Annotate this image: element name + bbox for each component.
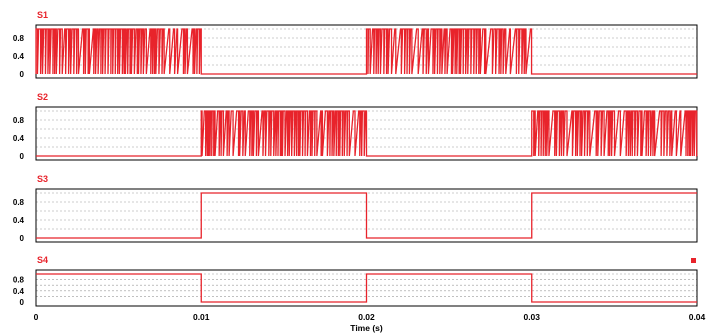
y-tick-label: 0.4	[13, 134, 25, 143]
panel-title: S4	[37, 255, 48, 265]
panel-s2: S2 0.8 0.4 0	[13, 92, 698, 161]
x-tick-label: 0.01	[193, 312, 210, 322]
x-tick-label: 0.03	[523, 312, 540, 322]
panel-title: S1	[37, 10, 48, 20]
y-tick-label: 0	[20, 70, 25, 79]
signal-s2-line	[36, 110, 698, 157]
panel-title: S3	[37, 174, 48, 184]
y-tick-label: 0.4	[13, 216, 25, 225]
x-axis-title: Time (s)	[350, 323, 383, 333]
signal-s1-line	[35, 28, 697, 75]
axis-frame	[35, 269, 698, 307]
panel-s3: S3 0.8 0.4 0	[13, 174, 698, 243]
y-tick-label: 0.8	[13, 198, 25, 207]
y-tick-label: 0.4	[13, 52, 25, 61]
signal-s4-line	[36, 273, 697, 303]
y-tick-label: 0	[20, 298, 25, 307]
y-tick-label: 0.4	[13, 287, 25, 296]
axis-frame	[35, 188, 698, 243]
panel-s1: S1 0.8 0.4 0	[13, 10, 698, 79]
panel-title: S2	[37, 92, 48, 102]
x-tick-label: 0	[34, 312, 39, 322]
y-tick-label: 0	[20, 152, 25, 161]
y-tick-label: 0.8	[13, 276, 25, 285]
legend-marker	[691, 258, 696, 263]
y-tick-label: 0.8	[13, 116, 25, 125]
x-tick-label: 0.02	[358, 312, 375, 322]
panel-s4: S4 0.8 0.4 0	[13, 255, 698, 307]
x-tick-label: 0.04	[689, 312, 706, 322]
y-tick-label: 0.8	[13, 34, 25, 43]
y-tick-label: 0	[20, 234, 25, 243]
signal-s3-line	[36, 192, 697, 239]
